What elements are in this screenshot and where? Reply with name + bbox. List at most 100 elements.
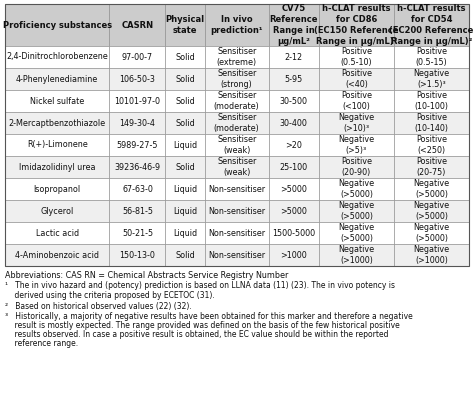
Bar bbox=[394, 178, 469, 200]
Text: Non-sensitiser: Non-sensitiser bbox=[208, 206, 265, 215]
Bar bbox=[394, 244, 469, 266]
Text: 56-81-5: 56-81-5 bbox=[122, 206, 153, 215]
Bar bbox=[109, 4, 165, 46]
Bar bbox=[319, 112, 394, 134]
Text: >5000: >5000 bbox=[281, 206, 307, 215]
Text: Sensitiser
(moderate): Sensitiser (moderate) bbox=[214, 113, 260, 133]
Text: 1500-5000: 1500-5000 bbox=[272, 228, 315, 237]
Text: h-CLAT results
for CD54
(EC200 Reference
Range in µg/mL)²: h-CLAT results for CD54 (EC200 Reference… bbox=[389, 4, 474, 46]
Text: Positive
(<100): Positive (<100) bbox=[341, 91, 372, 111]
Text: Solid: Solid bbox=[175, 75, 195, 84]
Bar bbox=[319, 222, 394, 244]
Text: Solid: Solid bbox=[175, 251, 195, 259]
Text: >5000: >5000 bbox=[281, 184, 307, 193]
Text: Liquid: Liquid bbox=[173, 184, 197, 193]
Bar bbox=[109, 46, 165, 68]
Bar bbox=[319, 178, 394, 200]
Text: derived using the criteria proposed by ECETOC (31).: derived using the criteria proposed by E… bbox=[5, 291, 215, 300]
Bar bbox=[319, 244, 394, 266]
Bar bbox=[205, 222, 269, 244]
Bar bbox=[319, 90, 394, 112]
Bar bbox=[205, 68, 269, 90]
Text: Negative
(>1.5)³: Negative (>1.5)³ bbox=[413, 69, 449, 89]
Text: Negative
(>1000): Negative (>1000) bbox=[413, 245, 449, 265]
Text: 150-13-0: 150-13-0 bbox=[119, 251, 155, 259]
Bar bbox=[5, 46, 109, 68]
Bar bbox=[5, 90, 109, 112]
Bar bbox=[319, 4, 394, 46]
Bar bbox=[205, 178, 269, 200]
Text: 97-00-7: 97-00-7 bbox=[122, 53, 153, 62]
Text: 30-500: 30-500 bbox=[280, 97, 308, 106]
Bar bbox=[5, 244, 109, 266]
Text: 5-95: 5-95 bbox=[285, 75, 303, 84]
Bar bbox=[394, 200, 469, 222]
Bar bbox=[165, 200, 205, 222]
Text: CV75
Reference
Range in
µg/mL²: CV75 Reference Range in µg/mL² bbox=[270, 4, 318, 46]
Bar bbox=[269, 178, 319, 200]
Text: Positive
(0.5-15): Positive (0.5-15) bbox=[416, 47, 447, 67]
Text: >20: >20 bbox=[285, 140, 302, 149]
Text: Solid: Solid bbox=[175, 118, 195, 127]
Bar bbox=[319, 156, 394, 178]
Bar bbox=[394, 156, 469, 178]
Text: ¹   The in vivo hazard and (potency) prediction is based on LLNA data (11) (23).: ¹ The in vivo hazard and (potency) predi… bbox=[5, 282, 395, 290]
Text: 50-21-5: 50-21-5 bbox=[122, 228, 153, 237]
Bar bbox=[269, 222, 319, 244]
Text: 10101-97-0: 10101-97-0 bbox=[114, 97, 161, 106]
Bar bbox=[205, 156, 269, 178]
Bar bbox=[109, 200, 165, 222]
Bar bbox=[205, 4, 269, 46]
Text: >1000: >1000 bbox=[281, 251, 307, 259]
Bar bbox=[109, 134, 165, 156]
Bar bbox=[205, 46, 269, 68]
Text: Non-sensitiser: Non-sensitiser bbox=[208, 251, 265, 259]
Text: 4-Aminobenzoic acid: 4-Aminobenzoic acid bbox=[15, 251, 99, 259]
Text: In vivo
prediction¹: In vivo prediction¹ bbox=[210, 15, 263, 35]
Bar bbox=[394, 68, 469, 90]
Text: Imidazolidinyl urea: Imidazolidinyl urea bbox=[19, 162, 95, 171]
Text: Positive
(20-90): Positive (20-90) bbox=[341, 157, 372, 177]
Text: results observed. In case a positive result is obtained, the EC value should be : results observed. In case a positive res… bbox=[5, 330, 389, 339]
Text: Physical
state: Physical state bbox=[165, 15, 205, 35]
Bar bbox=[165, 46, 205, 68]
Bar bbox=[5, 200, 109, 222]
Bar bbox=[5, 178, 109, 200]
Text: Positive
(0.5-10): Positive (0.5-10) bbox=[341, 47, 372, 67]
Text: Solid: Solid bbox=[175, 53, 195, 62]
Text: Sensitiser
(strong): Sensitiser (strong) bbox=[217, 69, 256, 89]
Bar bbox=[165, 68, 205, 90]
Text: Proficiency substances: Proficiency substances bbox=[3, 20, 112, 29]
Bar bbox=[165, 156, 205, 178]
Bar bbox=[269, 90, 319, 112]
Bar bbox=[394, 4, 469, 46]
Text: Negative
(>5000): Negative (>5000) bbox=[413, 201, 449, 221]
Bar bbox=[205, 244, 269, 266]
Bar bbox=[394, 134, 469, 156]
Bar bbox=[165, 178, 205, 200]
Text: 4-Phenylenediamine: 4-Phenylenediamine bbox=[16, 75, 98, 84]
Text: ²   Based on historical observed values (22) (32).: ² Based on historical observed values (2… bbox=[5, 302, 192, 310]
Text: Positive
(10-140): Positive (10-140) bbox=[414, 113, 448, 133]
Text: 2-12: 2-12 bbox=[285, 53, 303, 62]
Bar bbox=[269, 46, 319, 68]
Bar bbox=[319, 134, 394, 156]
Bar bbox=[5, 4, 109, 46]
Bar bbox=[165, 112, 205, 134]
Text: Solid: Solid bbox=[175, 162, 195, 171]
Text: 2-Mercaptbenzothiazole: 2-Mercaptbenzothiazole bbox=[9, 118, 106, 127]
Text: ³   Historically, a majority of negative results have been obtained for this mar: ³ Historically, a majority of negative r… bbox=[5, 312, 413, 321]
Text: Negative
(>5000): Negative (>5000) bbox=[338, 223, 374, 243]
Text: 30-400: 30-400 bbox=[280, 118, 308, 127]
Text: Lactic acid: Lactic acid bbox=[36, 228, 79, 237]
Bar bbox=[109, 90, 165, 112]
Bar bbox=[394, 222, 469, 244]
Text: 5989-27-5: 5989-27-5 bbox=[117, 140, 158, 149]
Bar bbox=[165, 90, 205, 112]
Bar bbox=[319, 200, 394, 222]
Bar bbox=[109, 156, 165, 178]
Text: Negative
(>5000): Negative (>5000) bbox=[338, 179, 374, 199]
Text: 39236-46-9: 39236-46-9 bbox=[114, 162, 161, 171]
Text: reference range.: reference range. bbox=[5, 339, 78, 348]
Bar bbox=[5, 156, 109, 178]
